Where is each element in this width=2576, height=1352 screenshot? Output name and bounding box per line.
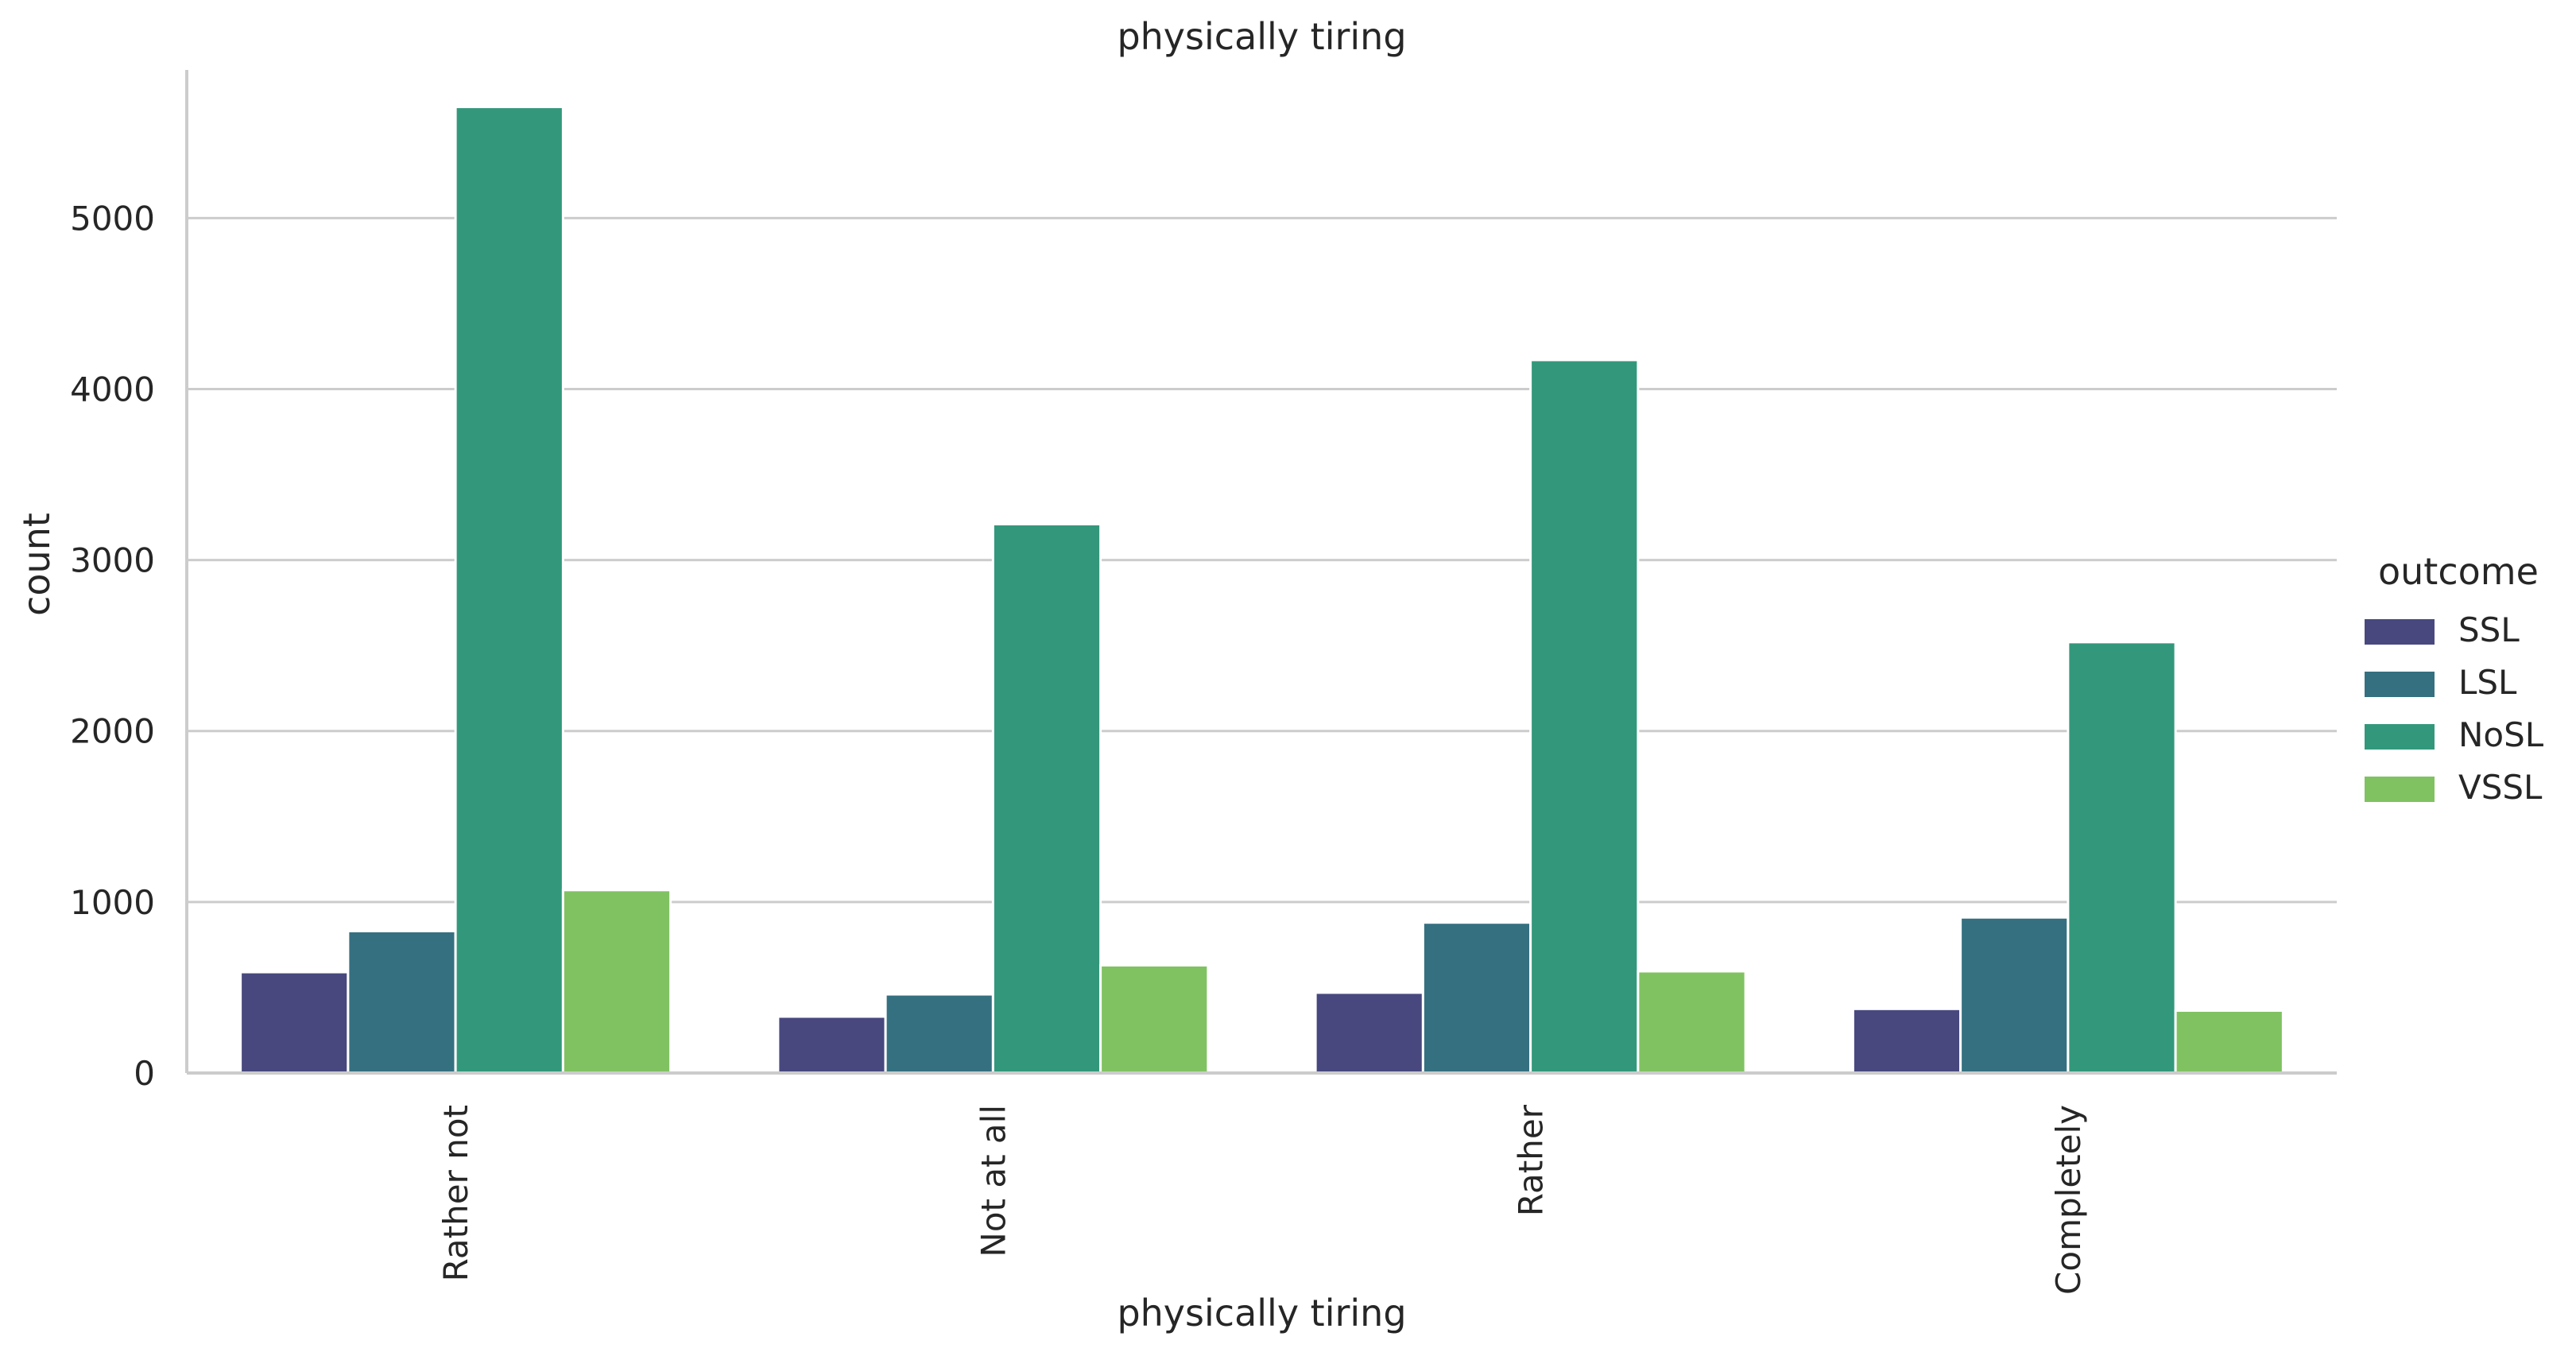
legend-label-ssl: SSL: [2458, 610, 2520, 649]
bar-nosl-0: [454, 106, 564, 1075]
x-tick-label: Rather: [1512, 1104, 1551, 1216]
x-axis-label: physically tiring: [1117, 1292, 1406, 1335]
y-tick-label: 1000: [70, 883, 155, 922]
legend-swatch-lsl: [2365, 672, 2435, 697]
legend-label-nosl: NoSL: [2458, 715, 2544, 754]
bars-layer: [239, 106, 2284, 1075]
bar-vssl-3: [2174, 1009, 2284, 1075]
x-tick-label: Not at all: [974, 1105, 1013, 1257]
legend-swatch-ssl: [2365, 619, 2435, 645]
legend-label-lsl: LSL: [2458, 663, 2517, 702]
x-tick-labels: Rather not Not at all Rather Completely: [436, 1104, 2088, 1295]
bar-ssl-2: [1314, 991, 1424, 1075]
bar-lsl-3: [1959, 916, 2070, 1075]
bar-nosl-1: [991, 522, 1102, 1075]
chart-title: physically tiring: [1117, 15, 1406, 58]
y-tick-label: 0: [134, 1054, 155, 1093]
bar-vssl-1: [1099, 963, 1210, 1075]
y-tick-label: 5000: [70, 199, 155, 238]
bar-ssl-0: [239, 970, 350, 1075]
y-tick-labels: 0 1000 2000 3000 4000 5000: [70, 199, 155, 1093]
y-tick-label: 2000: [70, 712, 155, 751]
bar-ssl-3: [1851, 1007, 1962, 1075]
bar-vssl-2: [1637, 970, 1747, 1075]
legend-swatch-vssl: [2365, 777, 2435, 802]
bar-vssl-0: [561, 889, 672, 1075]
bar-nosl-3: [2067, 641, 2177, 1075]
legend: outcome SSL LSL NoSL VSSL: [2365, 550, 2544, 807]
legend-title: outcome: [2378, 550, 2539, 593]
x-tick-label: Completely: [2049, 1105, 2088, 1295]
legend-label-vssl: VSSL: [2458, 768, 2543, 807]
legend-swatch-nosl: [2365, 724, 2435, 750]
bar-nosl-2: [1529, 358, 1640, 1075]
y-axis-label: count: [15, 513, 58, 616]
bar-lsl-1: [884, 993, 994, 1075]
x-tick-label: Rather not: [436, 1105, 475, 1281]
bar-lsl-2: [1421, 921, 1532, 1075]
bar-ssl-1: [777, 1015, 887, 1075]
y-tick-label: 4000: [70, 370, 155, 409]
bar-lsl-0: [347, 929, 457, 1075]
y-tick-label: 3000: [70, 541, 155, 580]
